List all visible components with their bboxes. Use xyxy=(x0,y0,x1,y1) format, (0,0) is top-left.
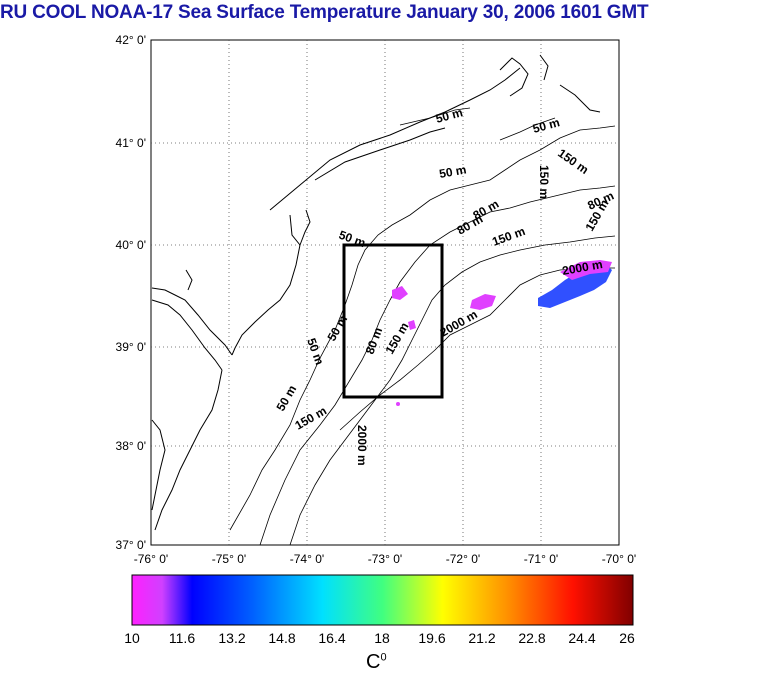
colorbar-tick-labels: 10 11.6 13.2 14.8 16.4 18 19.6 21.2 22.8… xyxy=(124,630,635,646)
contour-label: 50 m xyxy=(434,105,464,126)
colorbar-unit-letter: C xyxy=(366,651,381,673)
study-area-box xyxy=(342,243,444,399)
cold-water-patch xyxy=(538,264,612,308)
lon-tick-label: -73° 0' xyxy=(368,552,402,566)
lon-tick-label: -76° 0' xyxy=(134,552,168,566)
lon-tick-label: -72° 0' xyxy=(446,552,480,566)
colorbar-tick-label: 19.6 xyxy=(418,630,445,646)
colorbar-tick-label: 24.4 xyxy=(568,630,595,646)
lat-tick-label: 37° 0' xyxy=(116,538,146,552)
contour-label: 2000 m xyxy=(561,257,604,278)
colorbar-tick-label: 21.2 xyxy=(468,630,495,646)
colorbar-unit: C0 xyxy=(366,651,387,674)
lon-tick-labels: -76° 0' -75° 0' -74° 0' -73° 0' -72° 0' … xyxy=(134,552,636,566)
colorbar-tick-label: 13.2 xyxy=(218,630,245,646)
colorbar-tick-label: 26 xyxy=(619,630,635,646)
bathymetry-contours xyxy=(229,107,616,546)
sst-patches xyxy=(392,260,612,406)
coastline xyxy=(151,54,601,531)
contour-label: 2000 m xyxy=(355,425,369,466)
colorbar-tick-label: 18 xyxy=(374,630,390,646)
magenta-patch-mid xyxy=(470,294,496,310)
lon-tick-label: -74° 0' xyxy=(290,552,324,566)
colorbar-tick-label: 10 xyxy=(124,630,140,646)
lat-tick-label: 40° 0' xyxy=(116,238,146,252)
lat-tick-label: 42° 0' xyxy=(116,33,146,47)
colorbar-tick-label: 16.4 xyxy=(318,630,345,646)
contour-label: 150 m xyxy=(537,165,551,199)
magenta-patch-east xyxy=(560,260,612,280)
lat-tick-labels: 42° 0' 41° 0' 40° 0' 39° 0' 38° 0' 37° 0… xyxy=(116,33,146,552)
map-title: RU COOL NOAA-17 Sea Surface Temperature … xyxy=(0,2,649,23)
lon-tick-label: -75° 0' xyxy=(212,552,246,566)
magenta-patch-small xyxy=(408,320,416,330)
magenta-dot xyxy=(396,402,400,406)
contour-label: 50 m xyxy=(438,162,467,181)
colorbar xyxy=(131,574,634,626)
lat-tick-label: 41° 0' xyxy=(116,136,146,150)
map-grid xyxy=(151,40,619,545)
magenta-patch-box xyxy=(392,286,408,300)
colorbar-tick-label: 22.8 xyxy=(518,630,545,646)
lon-tick-label: -70° 0' xyxy=(602,552,636,566)
contour-label: 50 m xyxy=(531,115,561,136)
lon-tick-label: -71° 0' xyxy=(524,552,558,566)
lat-tick-label: 39° 0' xyxy=(116,340,146,354)
colorbar-tick-label: 14.8 xyxy=(268,630,295,646)
lat-tick-label: 38° 0' xyxy=(116,439,146,453)
colorbar-tick-label: 11.6 xyxy=(169,630,195,646)
colorbar-unit-sup: 0 xyxy=(380,651,387,664)
